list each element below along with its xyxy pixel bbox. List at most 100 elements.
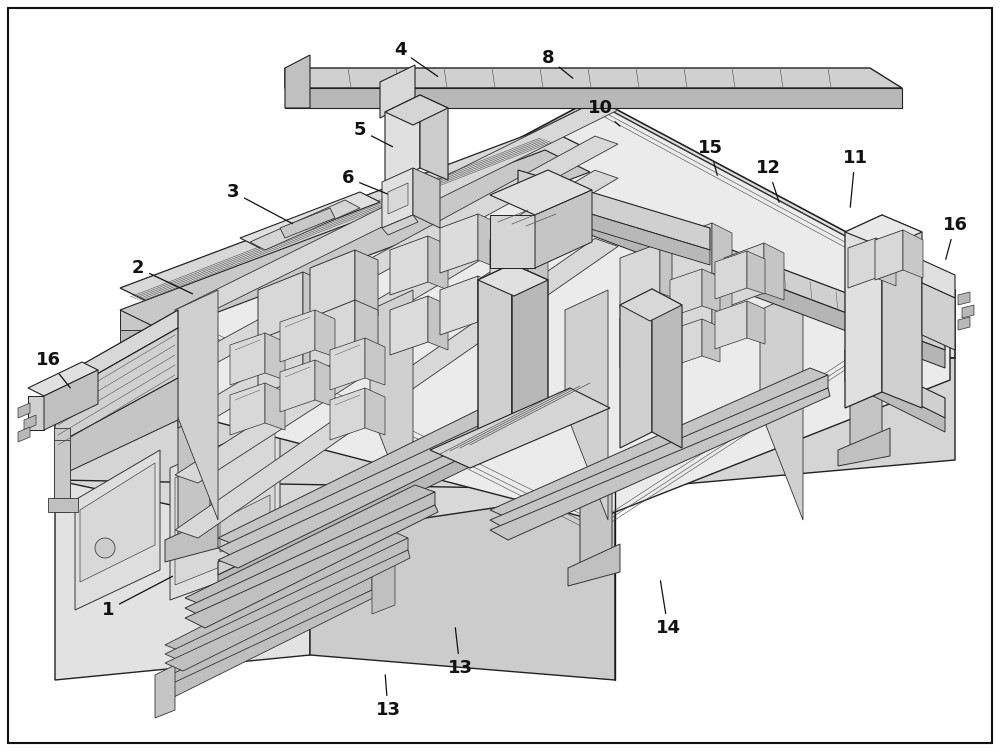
- Polygon shape: [580, 474, 612, 576]
- Polygon shape: [158, 576, 372, 690]
- Polygon shape: [310, 345, 615, 680]
- Polygon shape: [958, 317, 970, 330]
- Polygon shape: [178, 374, 210, 428]
- Polygon shape: [848, 238, 876, 288]
- Polygon shape: [175, 290, 218, 520]
- Text: 16: 16: [36, 351, 70, 388]
- Polygon shape: [285, 68, 902, 88]
- Polygon shape: [490, 368, 828, 518]
- Polygon shape: [285, 88, 902, 108]
- Polygon shape: [672, 223, 712, 288]
- Polygon shape: [390, 296, 428, 355]
- Polygon shape: [845, 215, 922, 248]
- Polygon shape: [490, 375, 828, 530]
- Text: 3: 3: [227, 183, 293, 224]
- Polygon shape: [568, 544, 620, 586]
- Polygon shape: [764, 243, 784, 300]
- Polygon shape: [158, 570, 372, 681]
- Polygon shape: [55, 328, 178, 445]
- Polygon shape: [838, 428, 890, 466]
- Polygon shape: [218, 410, 495, 546]
- Text: 13: 13: [448, 628, 473, 677]
- Polygon shape: [170, 102, 950, 520]
- Polygon shape: [54, 440, 70, 512]
- Polygon shape: [875, 230, 903, 280]
- Polygon shape: [478, 214, 498, 268]
- Polygon shape: [850, 359, 882, 462]
- Polygon shape: [280, 310, 315, 362]
- Polygon shape: [230, 383, 265, 435]
- Polygon shape: [18, 403, 30, 418]
- Polygon shape: [120, 310, 165, 335]
- Polygon shape: [315, 360, 335, 407]
- Polygon shape: [370, 290, 413, 520]
- Polygon shape: [175, 204, 618, 483]
- Polygon shape: [385, 95, 420, 185]
- Polygon shape: [310, 250, 355, 323]
- Polygon shape: [712, 283, 732, 340]
- Polygon shape: [660, 243, 680, 300]
- Polygon shape: [240, 192, 380, 248]
- Polygon shape: [158, 590, 375, 698]
- Polygon shape: [747, 251, 765, 294]
- Polygon shape: [55, 98, 955, 385]
- Polygon shape: [330, 338, 365, 390]
- Polygon shape: [24, 415, 36, 430]
- Polygon shape: [420, 95, 448, 180]
- Polygon shape: [478, 264, 548, 296]
- Polygon shape: [120, 150, 590, 332]
- Polygon shape: [55, 315, 955, 490]
- Polygon shape: [55, 310, 178, 398]
- Polygon shape: [512, 264, 548, 434]
- Text: 8: 8: [542, 49, 573, 78]
- Polygon shape: [478, 264, 512, 434]
- Polygon shape: [280, 208, 335, 238]
- Polygon shape: [390, 236, 428, 295]
- Polygon shape: [660, 303, 680, 360]
- Polygon shape: [28, 362, 98, 396]
- Polygon shape: [620, 289, 652, 448]
- Polygon shape: [178, 392, 210, 546]
- Circle shape: [95, 538, 115, 558]
- Polygon shape: [528, 226, 548, 280]
- Polygon shape: [218, 418, 495, 560]
- Polygon shape: [440, 214, 478, 273]
- Polygon shape: [75, 450, 160, 610]
- Polygon shape: [365, 338, 385, 385]
- Text: 10: 10: [588, 99, 620, 126]
- Polygon shape: [218, 430, 488, 575]
- Text: 1: 1: [102, 576, 173, 619]
- Polygon shape: [258, 322, 303, 395]
- Polygon shape: [80, 463, 155, 582]
- Polygon shape: [120, 128, 590, 310]
- Polygon shape: [185, 492, 435, 618]
- Polygon shape: [165, 538, 408, 662]
- Polygon shape: [702, 269, 720, 312]
- Polygon shape: [165, 516, 218, 562]
- Polygon shape: [540, 178, 945, 350]
- Text: 11: 11: [842, 149, 868, 207]
- Polygon shape: [652, 289, 682, 448]
- Polygon shape: [250, 200, 360, 250]
- Polygon shape: [310, 300, 355, 373]
- Polygon shape: [165, 530, 408, 652]
- Polygon shape: [962, 305, 974, 318]
- Text: 5: 5: [354, 121, 393, 146]
- Polygon shape: [175, 238, 618, 538]
- Polygon shape: [478, 276, 498, 330]
- Polygon shape: [882, 215, 922, 408]
- Polygon shape: [760, 290, 803, 520]
- Polygon shape: [382, 168, 413, 228]
- Polygon shape: [55, 345, 615, 535]
- Polygon shape: [303, 272, 326, 338]
- Polygon shape: [670, 269, 702, 317]
- Text: 16: 16: [942, 216, 968, 259]
- Polygon shape: [565, 290, 608, 520]
- Polygon shape: [903, 230, 923, 278]
- Polygon shape: [620, 303, 660, 368]
- Polygon shape: [330, 388, 365, 440]
- Polygon shape: [265, 383, 285, 430]
- Polygon shape: [258, 272, 303, 345]
- Polygon shape: [385, 95, 448, 125]
- Polygon shape: [265, 333, 285, 380]
